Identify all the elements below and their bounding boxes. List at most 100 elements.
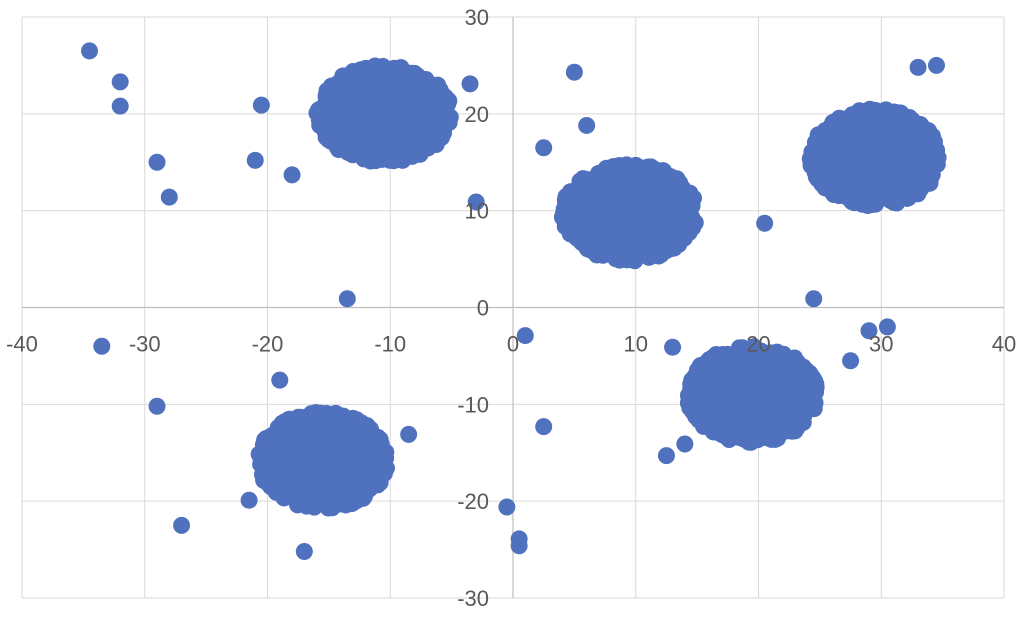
cluster-point	[280, 486, 298, 504]
cluster-point	[340, 66, 358, 84]
outlier-point	[909, 58, 927, 76]
outlier-point	[160, 188, 178, 206]
outlier-point	[927, 56, 945, 74]
outlier-point	[535, 418, 553, 436]
cluster-point	[716, 354, 734, 372]
cluster-point	[813, 159, 831, 177]
y-tick-label: 10	[465, 199, 489, 224]
outlier-point	[510, 537, 528, 555]
cluster-point	[682, 379, 700, 397]
outlier-point	[295, 543, 313, 561]
cluster-point	[739, 344, 757, 362]
cluster-point	[885, 105, 903, 123]
cluster-point	[798, 372, 816, 390]
y-tick-label: -10	[457, 392, 489, 417]
cluster-point	[906, 135, 924, 153]
cluster-point	[774, 417, 792, 435]
cluster-point	[599, 178, 617, 196]
cluster-point	[406, 145, 424, 163]
cluster-point	[385, 88, 403, 106]
x-tick-label: 10	[624, 332, 648, 357]
outlier-point	[516, 327, 534, 345]
x-tick-label: 20	[746, 332, 770, 357]
outlier-point	[842, 352, 860, 370]
cluster-point	[328, 432, 346, 450]
y-tick-label: 0	[477, 296, 489, 321]
y-tick-label: 20	[465, 102, 489, 127]
cluster-point	[870, 131, 888, 149]
cluster-point	[647, 204, 665, 222]
cluster-point	[661, 188, 679, 206]
x-tick-label: -10	[374, 332, 406, 357]
cluster-point	[330, 495, 348, 513]
outlier-point	[338, 290, 356, 308]
outlier-point	[283, 166, 301, 184]
cluster-point	[837, 172, 855, 190]
cluster-point	[345, 479, 363, 497]
outlier-point	[676, 435, 694, 453]
cluster-point	[339, 122, 357, 140]
cluster-point	[879, 166, 897, 184]
cluster-point	[814, 172, 832, 190]
cluster-point	[317, 493, 335, 511]
cluster-point	[618, 182, 636, 200]
cluster-point	[742, 433, 760, 451]
cluster-point	[795, 406, 813, 424]
cluster-point	[771, 352, 789, 370]
cluster-point	[581, 231, 599, 249]
outlier-point	[111, 97, 129, 115]
outlier-point	[148, 153, 166, 171]
cluster-point	[665, 202, 683, 220]
cluster-point	[798, 390, 816, 408]
cluster-point	[687, 407, 705, 425]
outlier-point	[81, 42, 99, 60]
cluster-point	[731, 385, 749, 403]
cluster-point	[717, 415, 735, 433]
cluster-point	[604, 158, 622, 176]
cluster-point	[415, 107, 433, 125]
cluster-point	[570, 217, 588, 235]
outlier-point	[400, 425, 418, 443]
cluster-point	[903, 111, 921, 129]
cluster-point	[366, 57, 384, 75]
outlier-point	[467, 193, 485, 211]
cluster-point	[399, 77, 417, 95]
cluster-point	[282, 443, 300, 461]
cluster-point	[363, 462, 381, 480]
cluster-point	[629, 205, 647, 223]
cluster-point	[328, 139, 346, 157]
cluster-point	[684, 216, 702, 234]
cluster-point	[848, 192, 866, 210]
y-tick-label: -20	[457, 489, 489, 514]
cluster-point	[351, 140, 369, 158]
outlier-point	[93, 337, 111, 355]
cluster-point	[403, 105, 421, 123]
outlier-point	[498, 498, 516, 516]
x-tick-label: 40	[992, 332, 1016, 357]
cluster-point	[701, 398, 719, 416]
cluster-point	[385, 147, 403, 165]
outlier-point	[860, 322, 878, 340]
outlier-point	[148, 397, 166, 415]
y-tick-label: 30	[465, 5, 489, 30]
cluster-point	[578, 182, 596, 200]
cluster-point	[259, 438, 277, 456]
outlier-point	[240, 491, 258, 509]
cluster-point	[313, 117, 331, 135]
cluster-point	[666, 173, 684, 191]
cluster-point	[268, 457, 286, 475]
cluster-point	[923, 127, 941, 145]
cluster-point	[594, 246, 612, 264]
cluster-point	[801, 150, 819, 168]
cluster-point	[762, 377, 780, 395]
cluster-point	[619, 158, 637, 176]
cluster-point	[863, 110, 881, 128]
cluster-point	[784, 395, 802, 413]
x-tick-label: 0	[507, 332, 519, 357]
cluster-point	[306, 478, 324, 496]
cluster-point	[904, 179, 922, 197]
outlier-point	[252, 96, 270, 114]
x-tick-label: 30	[869, 332, 893, 357]
